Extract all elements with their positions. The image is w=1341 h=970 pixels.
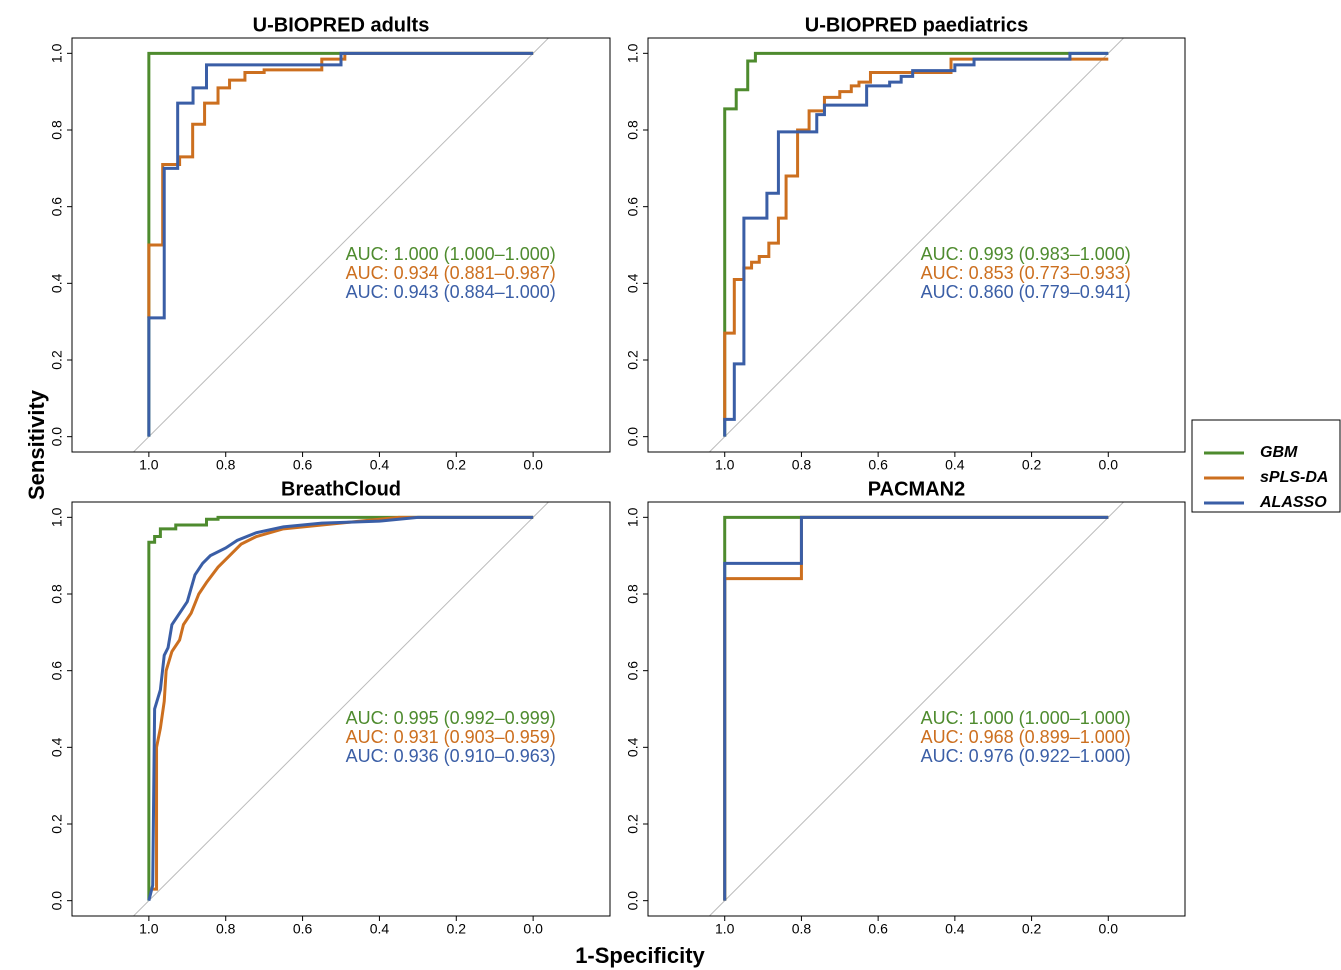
y-tick-label: 0.6 xyxy=(625,197,641,217)
x-tick-label: 0.2 xyxy=(447,457,467,473)
y-axis-label: Sensitivity xyxy=(24,389,49,500)
auc-label: AUC: 1.000 (1.000–1.000) xyxy=(921,708,1131,728)
x-tick-label: 0.4 xyxy=(945,921,965,937)
x-tick-label: 0.2 xyxy=(1022,457,1042,473)
y-tick-label: 0.0 xyxy=(625,891,641,911)
diagonal xyxy=(132,502,550,916)
y-tick-label: 0.0 xyxy=(49,427,65,447)
roc-curve xyxy=(723,51,1109,437)
x-tick-label: 0.6 xyxy=(868,457,888,473)
y-tick-label: 0.2 xyxy=(625,814,641,834)
auc-label: AUC: 0.934 (0.881–0.987) xyxy=(346,263,556,283)
plot-box xyxy=(71,501,611,917)
x-tick-label: 0.0 xyxy=(1099,921,1119,937)
x-tick-label: 1.0 xyxy=(715,921,735,937)
roc-curve xyxy=(723,51,1109,437)
x-tick-label: 0.6 xyxy=(293,457,313,473)
y-tick-label: 0.8 xyxy=(625,120,641,140)
panel-title: U-BIOPRED paediatrics xyxy=(805,14,1028,36)
auc-label: AUC: 0.853 (0.773–0.933) xyxy=(921,263,1131,283)
auc-label: AUC: 0.943 (0.884–1.000) xyxy=(346,282,556,302)
auc-label: AUC: 0.931 (0.903–0.959) xyxy=(346,727,556,747)
auc-label: AUC: 0.936 (0.910–0.963) xyxy=(346,746,556,766)
x-axis-label: 1-Specificity xyxy=(575,943,705,968)
y-tick-label: 0.8 xyxy=(625,584,641,604)
roc-curve xyxy=(723,57,1109,422)
y-tick-label: 0.2 xyxy=(49,814,65,834)
diagonal xyxy=(708,502,1125,916)
y-tick-label: 0.6 xyxy=(625,661,641,681)
y-tick-label: 0.0 xyxy=(625,427,641,447)
roc-curve xyxy=(147,515,534,902)
roc-curve xyxy=(147,51,534,437)
y-tick-label: 0.2 xyxy=(625,350,641,370)
y-tick-label: 1.0 xyxy=(625,507,641,527)
roc-curve xyxy=(723,515,1109,901)
x-tick-label: 0.6 xyxy=(868,921,888,937)
x-tick-label: 0.8 xyxy=(216,457,236,473)
x-tick-label: 0.4 xyxy=(370,921,390,937)
auc-label: AUC: 0.976 (0.922–1.000) xyxy=(921,746,1131,766)
y-tick-label: 1.0 xyxy=(625,43,641,63)
x-tick-label: 1.0 xyxy=(715,457,735,473)
legend-box xyxy=(1191,419,1341,513)
diagonal xyxy=(132,38,550,452)
auc-label: AUC: 0.860 (0.779–0.941) xyxy=(921,282,1131,302)
x-tick-label: 0.8 xyxy=(792,457,812,473)
x-tick-label: 0.8 xyxy=(792,921,812,937)
y-tick-label: 1.0 xyxy=(49,507,65,527)
y-tick-label: 0.8 xyxy=(49,584,65,604)
x-tick-label: 0.2 xyxy=(1022,921,1042,937)
x-tick-label: 0.0 xyxy=(1099,457,1119,473)
y-tick-label: 0.4 xyxy=(625,273,641,293)
legend-label: GBM xyxy=(1260,444,1298,461)
y-tick-label: 1.0 xyxy=(49,43,65,63)
panel-title: PACMAN2 xyxy=(868,478,965,500)
y-tick-label: 0.6 xyxy=(49,197,65,217)
x-tick-label: 0.8 xyxy=(216,921,236,937)
legend-label: ALASSO xyxy=(1259,494,1327,511)
panel-title: BreathCloud xyxy=(281,478,401,500)
auc-label: AUC: 0.993 (0.983–1.000) xyxy=(921,244,1131,264)
legend-label: sPLS-DA xyxy=(1260,469,1328,486)
y-tick-label: 0.2 xyxy=(49,350,65,370)
y-tick-label: 0.0 xyxy=(49,891,65,911)
plot-box xyxy=(647,37,1186,453)
panel-title: U-BIOPRED adults xyxy=(253,14,430,36)
auc-label: AUC: 0.968 (0.899–1.000) xyxy=(921,727,1131,747)
auc-label: AUC: 0.995 (0.992–0.999) xyxy=(346,708,556,728)
plot-box xyxy=(71,37,611,453)
diagonal xyxy=(708,38,1125,452)
x-tick-label: 0.0 xyxy=(523,457,543,473)
y-tick-label: 0.6 xyxy=(49,661,65,681)
auc-label: AUC: 1.000 (1.000–1.000) xyxy=(346,244,556,264)
x-tick-label: 0.2 xyxy=(447,921,467,937)
x-tick-label: 0.4 xyxy=(370,457,390,473)
x-tick-label: 1.0 xyxy=(139,457,159,473)
plot-box xyxy=(647,501,1186,917)
roc-curve xyxy=(147,515,534,901)
y-tick-label: 0.4 xyxy=(49,737,65,757)
x-tick-label: 0.0 xyxy=(523,921,543,937)
x-tick-label: 0.4 xyxy=(945,457,965,473)
y-tick-label: 0.4 xyxy=(49,273,65,293)
y-tick-label: 0.4 xyxy=(625,737,641,757)
roc-curve xyxy=(152,515,534,891)
x-tick-label: 1.0 xyxy=(139,921,159,937)
x-tick-label: 0.6 xyxy=(293,921,313,937)
y-tick-label: 0.8 xyxy=(49,120,65,140)
